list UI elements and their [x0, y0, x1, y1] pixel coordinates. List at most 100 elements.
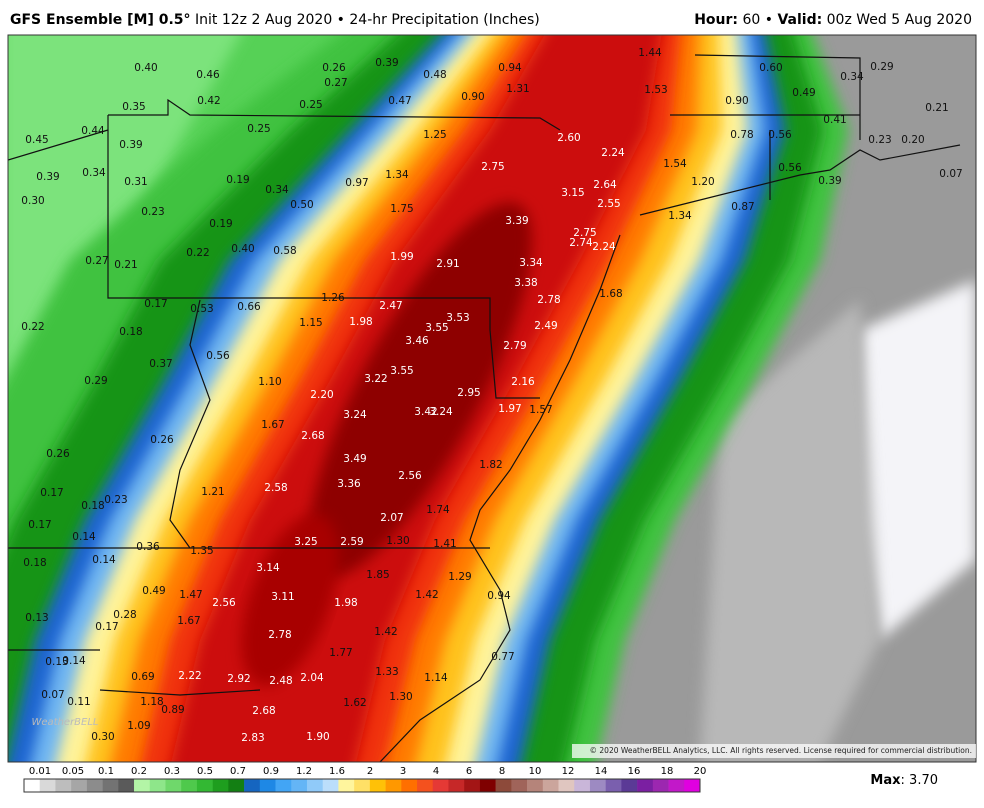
colorbar-swatch	[637, 779, 654, 792]
precip-label: 3.24	[429, 406, 453, 418]
precip-label: 1.62	[343, 697, 366, 709]
precip-label: 3.24	[343, 409, 367, 421]
precip-label: 0.34	[840, 71, 864, 83]
precip-label: 1.54	[663, 158, 687, 170]
watermark: WeatherBELL	[31, 717, 98, 728]
precip-label: 2.55	[597, 198, 620, 210]
precip-label: 0.17	[144, 298, 167, 310]
colorbar-swatch	[196, 779, 213, 792]
precip-label: 3.34	[519, 257, 543, 269]
precip-label: 2.59	[340, 536, 363, 548]
colorbar-frame	[23, 778, 701, 793]
precip-label: 0.41	[823, 114, 846, 126]
colorbar-tick-label: 0.3	[164, 766, 180, 777]
precip-label: 0.39	[375, 57, 398, 69]
precip-label: 0.49	[792, 87, 815, 99]
precip-label: 2.75	[573, 227, 596, 239]
valid-line: Hour: 60 • Valid: 00z Wed 5 Aug 2020	[694, 12, 972, 28]
colorbar-swatch	[165, 779, 182, 792]
map-labels: 0.40 0.46 0.26 0.39 0.48 0.94 1.44 0.60 0.34 0.29…	[21, 47, 962, 744]
precip-label: 1.68	[599, 288, 622, 300]
colorbar-swatch	[574, 779, 591, 792]
precip-label: 2.74	[569, 237, 593, 249]
max-value: : 3.70	[901, 773, 938, 788]
precip-label: 2.16	[511, 376, 535, 388]
precip-label: 3.15	[561, 187, 584, 199]
precip-label: 0.26	[46, 448, 70, 460]
precip-label: 0.39	[36, 171, 59, 183]
precip-label: 0.48	[423, 69, 446, 81]
coast	[639, 144, 961, 216]
colorbar-swatch	[464, 779, 481, 792]
precip-label: 2.48	[269, 675, 292, 687]
precip-label: 0.25	[299, 99, 322, 111]
precip-label: 2.20	[310, 389, 333, 401]
precip-label: 0.17	[40, 487, 63, 499]
precip-label: 1.42	[415, 589, 438, 601]
precip-label: 0.11	[67, 696, 90, 708]
precip-label: 2.24	[601, 147, 625, 159]
precip-label: 0.23	[104, 494, 127, 506]
precip-label: 0.20	[901, 134, 924, 146]
precip-label: 0.58	[273, 245, 296, 257]
hour: 60	[742, 12, 760, 28]
precip-label: 3.38	[514, 277, 537, 289]
precip-label: 1.67	[177, 615, 200, 627]
colorbar-swatch	[558, 779, 575, 792]
precip-label: 2.68	[252, 705, 275, 717]
precip-label: 0.30	[21, 195, 44, 207]
colorbar-swatch	[652, 779, 669, 792]
precip-label: 1.75	[390, 203, 413, 215]
precip-label: 0.39	[818, 175, 841, 187]
precip-label: 0.21	[925, 102, 948, 114]
precip-label: 2.04	[300, 672, 324, 684]
colorbar-swatch	[291, 779, 308, 792]
precip-label: 0.28	[113, 609, 136, 621]
valid-label: Valid:	[777, 12, 822, 28]
precip-label: 1.90	[306, 731, 329, 743]
precip-label: 2.24	[592, 241, 616, 253]
precip-label: 1.57	[529, 404, 552, 416]
colorbar-swatch	[668, 779, 685, 792]
colorbar-swatch	[589, 779, 606, 792]
precip-label: 1.47	[179, 589, 202, 601]
precip-label: 0.19	[209, 218, 232, 230]
precip-label: 2.79	[503, 340, 526, 352]
precip-label: 0.42	[197, 95, 220, 107]
precip-label: 2.91	[436, 258, 459, 270]
precip-label: 0.26	[150, 434, 174, 446]
colorbar-swatch	[432, 779, 449, 792]
colorbar-tick-label: 18	[661, 766, 674, 777]
precip-label: 2.60	[557, 132, 580, 144]
precip-label: 0.07	[41, 689, 64, 701]
colorbar-swatch	[527, 779, 544, 792]
precip-label: 3.55	[390, 365, 413, 377]
precip-label: 0.18	[23, 557, 46, 569]
precip-label: 0.44	[81, 125, 105, 137]
precip-label: 3.22	[364, 373, 387, 385]
precip-label: 0.56	[206, 350, 230, 362]
colorbar-swatch	[244, 779, 261, 792]
subtitle: Init 12z 2 Aug 2020 • 24-hr Precipitatio…	[195, 12, 540, 28]
colorbar-tick-label: 1.6	[329, 766, 345, 777]
precip-label: 1.98	[334, 597, 357, 609]
colorbar-swatch	[228, 779, 245, 792]
colorbar-swatch	[338, 779, 355, 792]
precip-label: 0.36	[136, 541, 160, 553]
precip-label: 0.90	[461, 91, 484, 103]
precip-label: 0.27	[324, 77, 347, 89]
precip-label: 0.34	[265, 184, 289, 196]
precip-label: 2.92	[227, 673, 250, 685]
precip-label: 0.14	[72, 531, 96, 543]
max-line: Max: 3.70	[870, 773, 938, 788]
copyright: © 2020 WeatherBELL Analytics, LLC. All r…	[590, 746, 972, 755]
colorbar-tick-label: 3	[400, 766, 406, 777]
precip-label: 1.09	[127, 720, 150, 732]
precip-label: 0.56	[768, 129, 792, 141]
precip-label: 1.82	[479, 459, 502, 471]
precip-label: 0.40	[134, 62, 157, 74]
colorbar-swatch	[306, 779, 323, 792]
colorbar-swatch	[621, 779, 638, 792]
precip-label: 0.31	[124, 176, 147, 188]
